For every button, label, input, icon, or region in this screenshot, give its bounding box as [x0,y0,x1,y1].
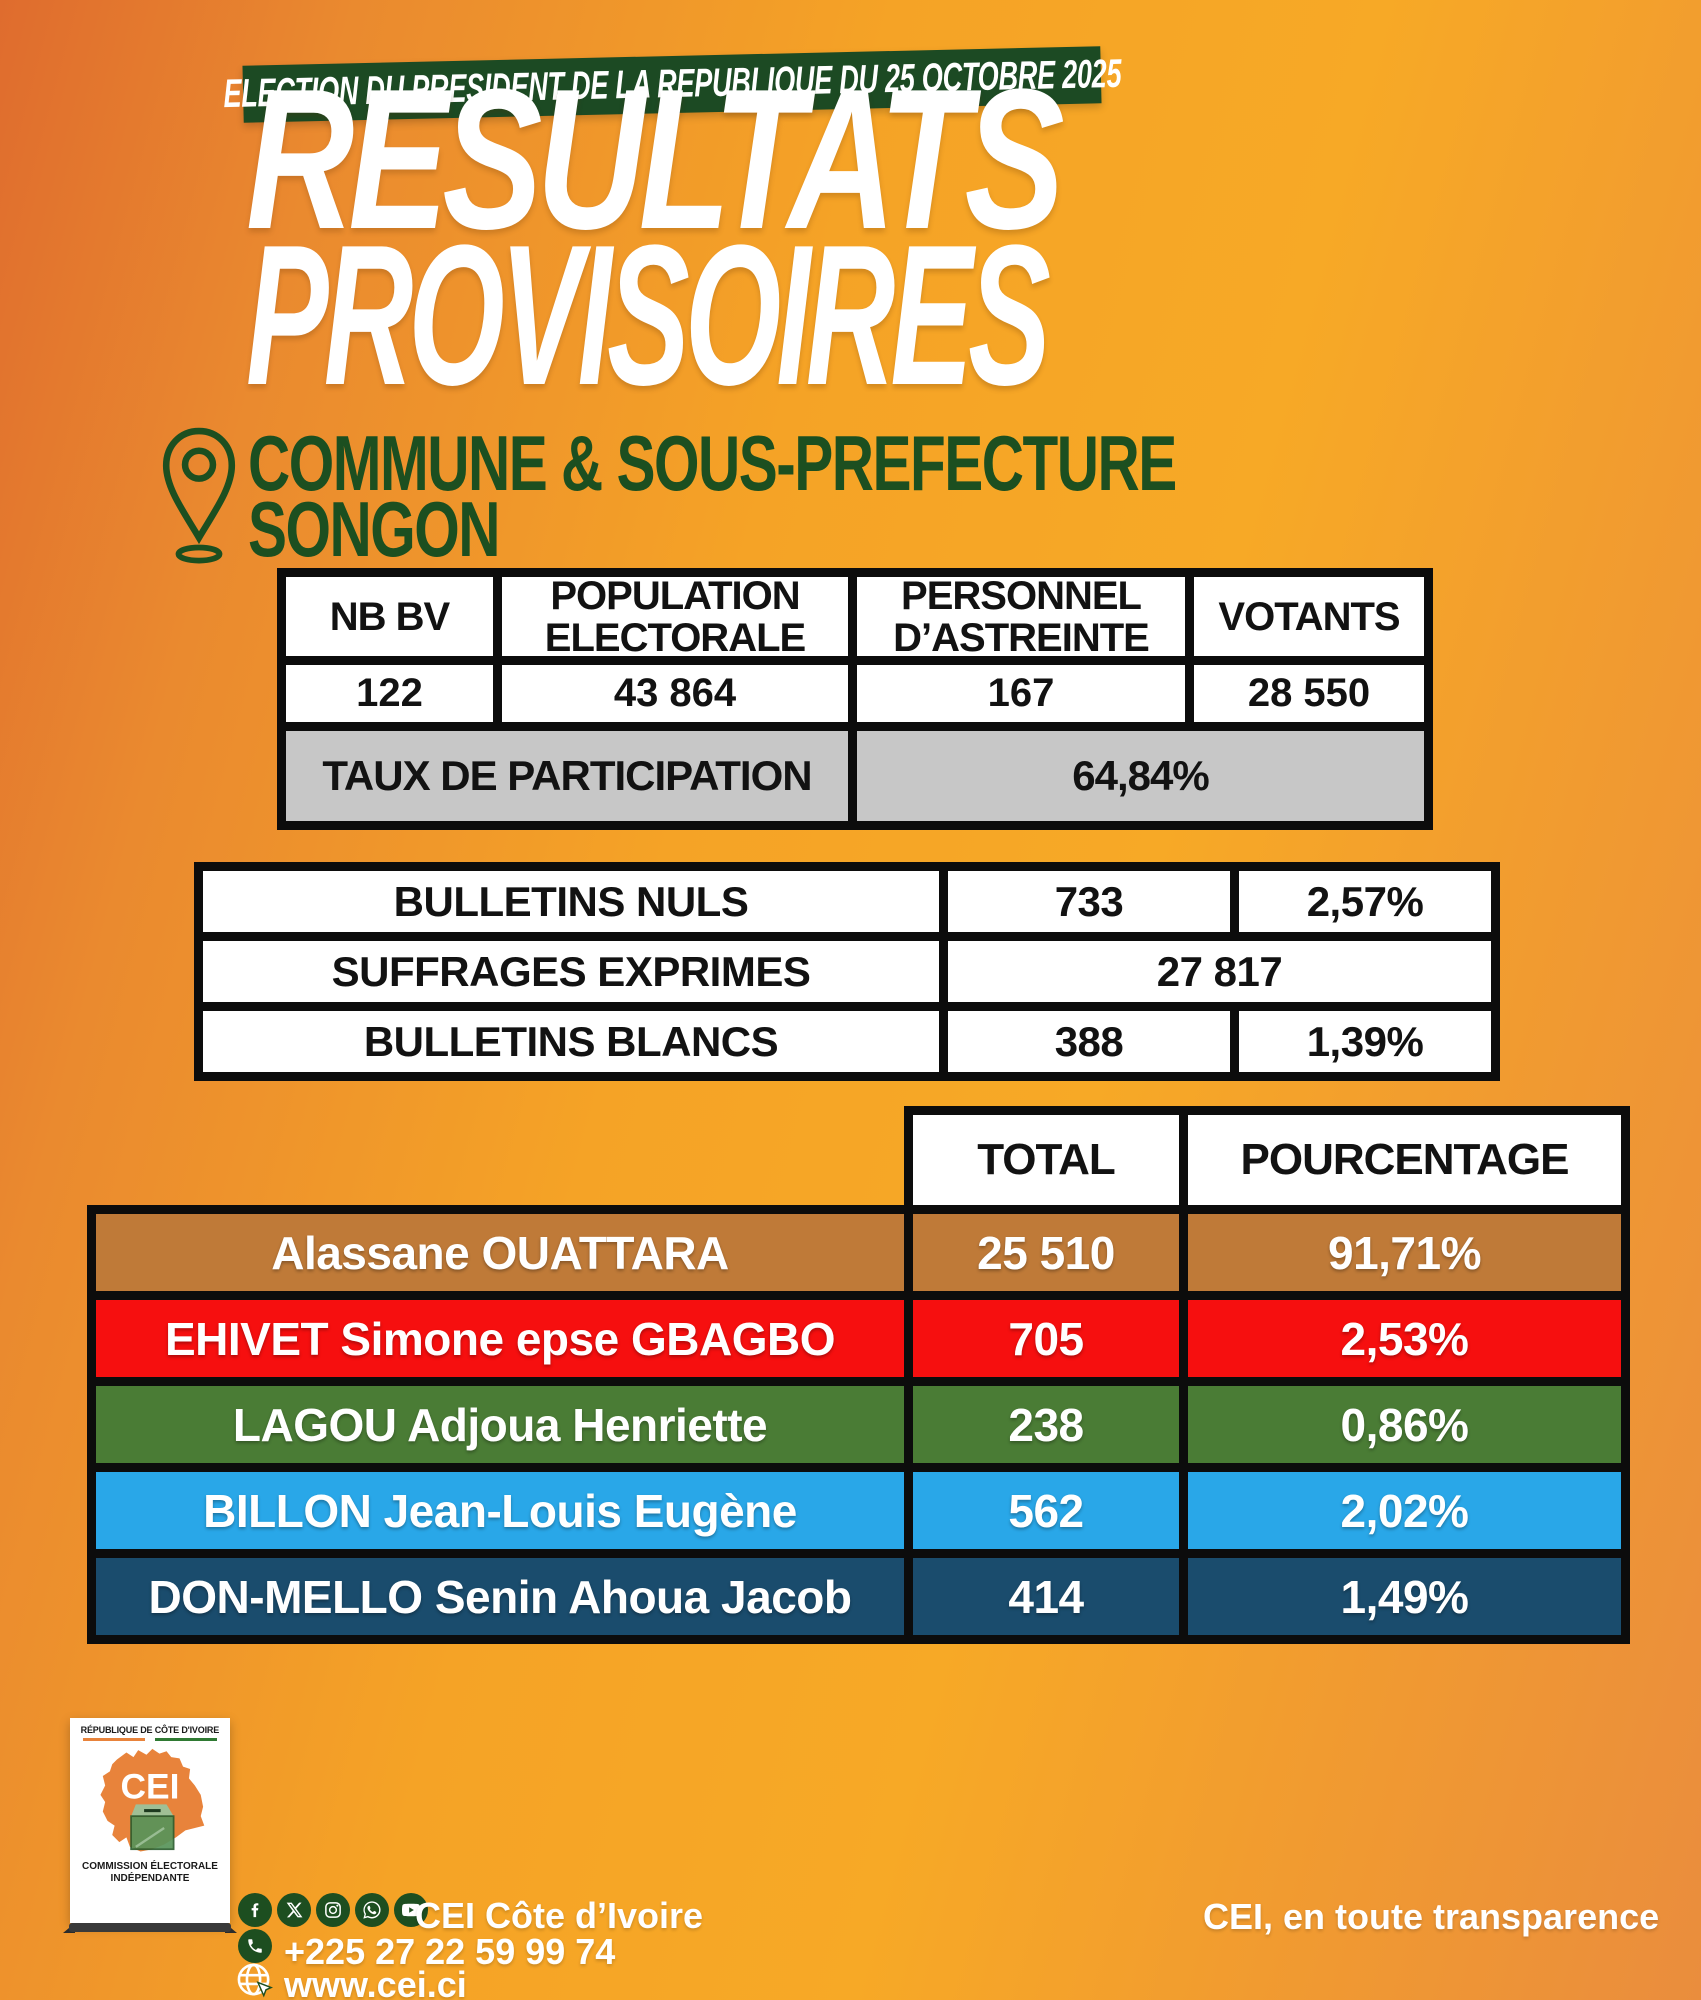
globe-icon[interactable] [236,1962,274,2000]
ballots-blancs-percent: 1,39% [1239,1011,1491,1072]
participation-value: 64,84% [857,731,1424,821]
flag-rule-orange [83,1738,145,1741]
stats-header-personnel: PERSONNEL D’ASTREINTE [857,575,1185,659]
location-songon: SONGON [248,485,501,573]
logo-org-line2: INDÉPENDANTE [110,1873,190,1884]
logo-base [63,1923,237,1933]
stats-header-nbbv: NB BV [286,577,493,656]
slogan: CEI, en toute transparence [1203,1896,1660,1937]
candidate-total: 414 [913,1558,1179,1635]
social-handle: CEI Côte d’Ivoire [415,1895,704,1936]
flag-rule [83,1738,217,1741]
candidate-name: DON-MELLO Senin Ahoua Jacob [96,1558,904,1635]
location-commune: COMMUNE & SOUS-PREFECTURE [248,419,1177,507]
page-title-line1: RESULTATS [246,60,1329,260]
title-provisoires: PROVISOIRES [246,204,1051,427]
candidate-name: Alassane OUATTARA [96,1214,904,1291]
location-pin-icon [162,427,236,564]
ballots-table: BULLETINS NULS 733 2,57% SUFFRAGES EXPRI… [194,862,1500,1081]
stats-value-population: 43 864 [502,665,848,722]
candidate-percent: 0,86% [1188,1386,1621,1463]
candidate-percent: 2,02% [1188,1472,1621,1549]
results-header-total: TOTAL [913,1115,1179,1205]
title-resultats: RESULTATS [246,48,1065,271]
phone-icon[interactable] [238,1929,272,1963]
candidate-name: LAGOU Adjoua Henriette [96,1386,904,1463]
x-icon[interactable] [277,1893,311,1927]
suffrages-value: 27 817 [948,941,1491,1002]
candidate-name: BILLON Jean-Louis Eugène [96,1472,904,1549]
participation-label: TAUX DE PARTICIPATION [286,731,848,821]
ballots-nuls-percent: 2,57% [1239,871,1491,932]
cote-divoire-map: CEI [81,1743,219,1861]
phone-number[interactable]: +225 27 22 59 99 74 [284,1931,616,1972]
map-icon: CEI [100,1748,205,1852]
flag-rule-green [155,1738,217,1741]
ballots-blancs-value: 388 [948,1011,1230,1072]
whatsapp-icon[interactable] [355,1893,389,1927]
stats-value-nbbv: 122 [286,665,493,722]
location-line2: SONGON [248,490,583,568]
stats-table: NB BV POPULATION ELECTORALE PERSONNEL D’… [277,568,1433,830]
logo-org-line1: COMMISSION ÉLECTORALE [82,1860,218,1872]
social-icons [238,1893,428,1927]
ballots-nuls-label: BULLETINS NULS [203,871,939,932]
results-header-percent: POURCENTAGE [1188,1115,1621,1205]
cei-logo: RÉPUBLIQUE DE CÔTE D'IVOIRE CEI COMMISSI… [63,1718,237,1933]
stats-value-votants: 28 550 [1194,665,1424,722]
logo-country-label: RÉPUBLIQUE DE CÔTE D'IVOIRE [80,1725,220,1736]
candidate-percent: 1,49% [1188,1558,1621,1635]
ballots-blancs-label: BULLETINS BLANCS [203,1011,939,1072]
facebook-icon[interactable] [238,1893,272,1927]
candidate-name: EHIVET Simone epse GBAGBO [96,1300,904,1377]
candidate-total: 25 510 [913,1214,1179,1291]
results-table: Alassane OUATTARA 25 510 91,71% EHIVET S… [87,1205,1630,1644]
stats-header-population: POPULATION ELECTORALE [502,575,848,659]
candidate-total: 238 [913,1386,1179,1463]
instagram-icon[interactable] [316,1893,350,1927]
stats-value-personnel: 167 [857,665,1185,722]
youtube-icon[interactable] [394,1893,428,1927]
candidate-percent: 91,71% [1188,1214,1621,1291]
website-url[interactable]: www.cei.ci [284,1964,467,2000]
suffrages-label: SUFFRAGES EXPRIMES [203,941,939,1002]
logo-org-name: COMMISSION ÉLECTORALE INDÉPENDANTE [82,1861,218,1886]
candidate-percent: 2,53% [1188,1300,1621,1377]
candidate-total: 562 [913,1472,1179,1549]
ballots-nuls-value: 733 [948,871,1230,932]
stats-header-votants: VOTANTS [1194,577,1424,656]
candidate-total: 705 [913,1300,1179,1377]
location-line1: COMMUNE & SOUS-PREFECTURE [248,424,1485,502]
results-header: TOTAL POURCENTAGE [904,1106,1630,1205]
svg-text:CEI: CEI [121,1767,180,1806]
page-title-line2: PROVISOIRES [246,216,1536,416]
